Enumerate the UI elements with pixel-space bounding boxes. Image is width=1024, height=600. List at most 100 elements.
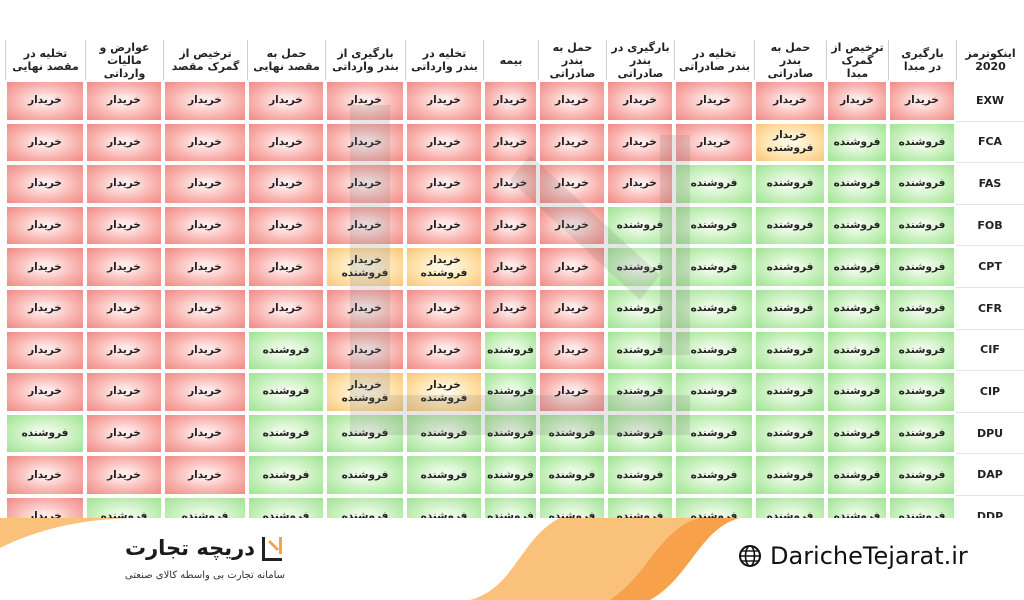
table-cell: فروشنده	[538, 412, 606, 455]
table-cell: خریدار	[85, 204, 163, 247]
table-cell: فروشنده	[754, 246, 826, 288]
table-cell: خریدار	[405, 163, 483, 205]
brand[interactable]: دریچه تجارت سامانه تجارت بی واسطه کالای …	[95, 528, 285, 594]
table-cell: خریدار	[483, 204, 538, 247]
table-cell: فروشنده	[674, 287, 754, 330]
row-label: FCA	[956, 121, 1024, 164]
table-cell: خریدار	[5, 454, 85, 496]
table-cell: خریدار	[483, 121, 538, 164]
table-cell: فروشنده	[325, 454, 405, 496]
table-cell: خریدار	[163, 121, 247, 164]
table-cell: فروشنده	[826, 246, 888, 288]
row-label: DPU	[956, 412, 1024, 455]
footer-accent-band	[0, 518, 740, 600]
table-cell: خریدار	[5, 80, 85, 122]
table-cell: خریدار	[85, 80, 163, 122]
table-cell: خریدار	[163, 412, 247, 455]
table-cell: فروشنده	[888, 454, 956, 496]
table-cell: خریدار	[405, 204, 483, 247]
table-cell: فروشنده	[888, 329, 956, 372]
table-cell: خریدار	[538, 287, 606, 330]
table-cell: فروشنده	[888, 204, 956, 247]
table-cell: خریدار	[247, 204, 325, 247]
table-cell: فروشنده	[483, 371, 538, 413]
table-cell: خریدار فروشنده	[754, 121, 826, 164]
row-label: CFR	[956, 287, 1024, 330]
row-label: EXW	[956, 80, 1024, 122]
table-cell: خریدار	[538, 246, 606, 288]
table-cell: خریدار	[247, 246, 325, 288]
table-cell: فروشنده	[754, 329, 826, 372]
table-cell: فروشنده	[888, 371, 956, 413]
table-cell: فروشنده	[405, 412, 483, 455]
table-cell: خریدار	[405, 287, 483, 330]
table-cell: خریدار	[163, 163, 247, 205]
table-cell: فروشنده	[888, 121, 956, 164]
table-cell: خریدار	[325, 204, 405, 247]
table-cell: خریدار	[325, 329, 405, 372]
table-cell: خریدار	[247, 163, 325, 205]
table-cell: فروشنده	[888, 163, 956, 205]
table-cell: خریدار	[325, 121, 405, 164]
table-cell: فروشنده	[888, 246, 956, 288]
table-cell: خریدار	[85, 412, 163, 455]
logo-mark-icon	[262, 537, 282, 561]
table-cell: خریدار	[85, 371, 163, 413]
table-cell: خریدار فروشنده	[405, 371, 483, 413]
table-cell: خریدار	[247, 287, 325, 330]
table-cell: فروشنده	[674, 412, 754, 455]
table-cell: فروشنده	[826, 121, 888, 164]
table-cell: خریدار	[483, 287, 538, 330]
table-cell: خریدار	[247, 80, 325, 122]
table-cell: خریدار	[247, 121, 325, 164]
table-cell: خریدار	[163, 204, 247, 247]
table-cell: خریدار فروشنده	[325, 246, 405, 288]
row-label: FAS	[956, 163, 1024, 205]
row-label: DAP	[956, 454, 1024, 496]
column-header: بیمه	[483, 40, 538, 80]
table-cell: فروشنده	[826, 371, 888, 413]
table-cell: فروشنده	[325, 412, 405, 455]
table-cell: فروشنده	[405, 454, 483, 496]
table-cell: فروشنده	[483, 454, 538, 496]
table-cell: خریدار	[163, 371, 247, 413]
column-header: حمل به بندر صادراتی	[754, 40, 826, 80]
table-cell: خریدار	[405, 329, 483, 372]
table-cell: فروشنده	[826, 454, 888, 496]
table-cell: خریدار	[85, 121, 163, 164]
table-cell: خریدار	[85, 454, 163, 496]
table-cell: خریدار	[85, 246, 163, 288]
table-cell: فروشنده	[606, 412, 674, 455]
table-cell: فروشنده	[674, 246, 754, 288]
column-header: حمل به مقصد نهایی	[247, 40, 325, 80]
website-url: DaricheTejarat.ir	[770, 542, 968, 570]
table-cell: فروشنده	[483, 329, 538, 372]
table-cell: فروشنده	[674, 454, 754, 496]
column-header: تخلیه در مقصد نهایی	[5, 40, 85, 80]
table-cell: فروشنده	[247, 371, 325, 413]
table-cell: خریدار	[5, 121, 85, 164]
column-header: بارگیری در مبدا	[888, 40, 956, 80]
brand-tagline: سامانه تجارت بی واسطه کالای صنعتی	[124, 570, 285, 581]
table-cell: خریدار	[163, 329, 247, 372]
table-cell: خریدار	[483, 246, 538, 288]
table-cell: فروشنده	[826, 163, 888, 205]
table-cell: فروشنده	[606, 287, 674, 330]
table-cell: خریدار	[538, 121, 606, 164]
table-cell: خریدار	[405, 80, 483, 122]
column-header: تخلیه در بندر وارداتی	[405, 40, 483, 80]
globe-icon	[739, 545, 761, 567]
column-header: بارگیری در بندر صادراتی	[606, 40, 674, 80]
table-cell: فروشنده	[826, 287, 888, 330]
table-cell: خریدار	[538, 371, 606, 413]
table-cell: فروشنده	[754, 287, 826, 330]
table-cell: خریدار	[5, 329, 85, 372]
table-cell: فروشنده	[754, 371, 826, 413]
column-header: عوارض و مالیات وارداتی	[85, 40, 163, 80]
table-cell: خریدار	[405, 121, 483, 164]
table-cell: خریدار فروشنده	[405, 246, 483, 288]
website-link[interactable]: DaricheTejarat.ir	[738, 542, 968, 570]
table-cell: فروشنده	[247, 329, 325, 372]
row-label: FOB	[956, 204, 1024, 247]
table-cell: خریدار	[5, 371, 85, 413]
